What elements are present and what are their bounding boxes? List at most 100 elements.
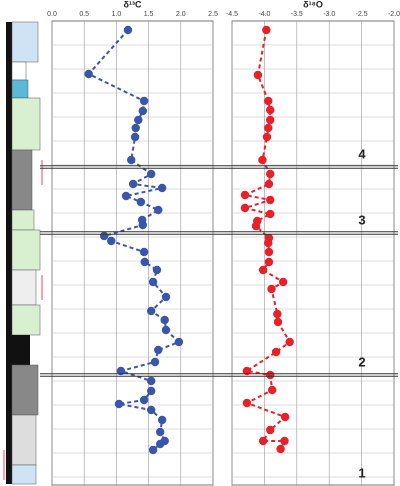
point	[139, 247, 149, 257]
point	[273, 309, 282, 319]
point	[134, 115, 143, 125]
point	[116, 366, 126, 376]
x-tick-label: 0.5	[79, 11, 89, 18]
x-tick-label: -2.0	[388, 11, 400, 18]
point	[123, 25, 133, 35]
point	[273, 317, 283, 327]
chart-title: δ¹⁸O	[303, 0, 323, 9]
point	[278, 277, 288, 287]
point	[150, 357, 160, 367]
point	[127, 155, 136, 165]
lithology	[11, 464, 37, 485]
point	[107, 236, 116, 246]
point	[280, 412, 290, 422]
point	[128, 179, 138, 189]
point	[266, 209, 275, 219]
point	[266, 115, 275, 125]
lithology	[11, 304, 41, 336]
sequence-label: 1	[358, 465, 365, 480]
plot-frame	[231, 20, 395, 486]
point	[267, 284, 276, 294]
point	[285, 337, 294, 347]
sequence-label: 3	[358, 212, 365, 227]
lithology	[11, 21, 39, 63]
point	[161, 292, 171, 302]
point	[271, 347, 281, 357]
lithology	[11, 61, 27, 81]
point	[84, 69, 93, 79]
lithology	[11, 209, 35, 231]
point	[157, 183, 167, 193]
point	[253, 70, 263, 80]
point	[138, 106, 148, 116]
point	[155, 439, 165, 449]
point	[139, 96, 149, 106]
point	[266, 169, 275, 179]
point	[146, 376, 156, 386]
point	[146, 306, 156, 316]
point	[266, 195, 275, 205]
point	[136, 197, 146, 207]
point	[99, 231, 109, 241]
point	[138, 220, 148, 230]
x-tick-label: 0.0	[47, 11, 57, 18]
lithology	[12, 335, 30, 365]
point	[154, 345, 163, 355]
point	[242, 366, 252, 376]
point	[148, 277, 158, 287]
column-strip	[6, 22, 12, 484]
point	[154, 205, 163, 215]
point	[140, 257, 149, 267]
point	[266, 105, 275, 115]
point	[264, 238, 273, 248]
point	[152, 265, 162, 275]
point	[262, 25, 271, 35]
x-tick-label: -3.0	[323, 11, 335, 18]
point	[155, 427, 165, 437]
lithology	[11, 364, 39, 416]
x-tick-label: -4.0	[258, 11, 270, 18]
bracket	[3, 160, 43, 480]
lithology	[11, 414, 37, 466]
point	[280, 436, 289, 446]
point	[139, 395, 149, 405]
lithology	[11, 79, 29, 99]
point	[160, 315, 169, 325]
lithology	[11, 269, 37, 306]
x-tick-label: 1.0	[112, 11, 122, 18]
point	[267, 385, 277, 395]
point	[146, 386, 156, 396]
x-tick-label: 2.5	[208, 11, 218, 18]
point	[121, 191, 131, 201]
lithology	[11, 229, 41, 271]
lithology	[11, 97, 41, 151]
point	[146, 405, 156, 415]
point	[266, 370, 275, 380]
connector	[87, 29, 181, 451]
x-tick-label: 2.0	[176, 11, 186, 18]
plot-frame	[51, 20, 214, 486]
point	[258, 436, 268, 446]
x-tick-label: 1.5	[144, 11, 154, 18]
point	[161, 325, 171, 335]
point	[131, 123, 140, 133]
point	[266, 425, 275, 435]
point	[130, 132, 140, 142]
point	[264, 247, 274, 257]
point	[174, 337, 184, 347]
point	[242, 398, 252, 408]
point	[264, 179, 274, 189]
point	[240, 190, 250, 200]
point	[264, 257, 274, 267]
point	[258, 265, 268, 275]
sequence-label: 4	[358, 146, 366, 161]
point	[262, 132, 272, 142]
x-tick-label: -3.5	[291, 11, 303, 18]
point	[264, 123, 273, 133]
point	[258, 155, 267, 165]
lithology	[11, 149, 33, 211]
strat-column	[3, 21, 43, 485]
x-tick-label: -2.5	[356, 11, 368, 18]
point	[148, 445, 158, 455]
